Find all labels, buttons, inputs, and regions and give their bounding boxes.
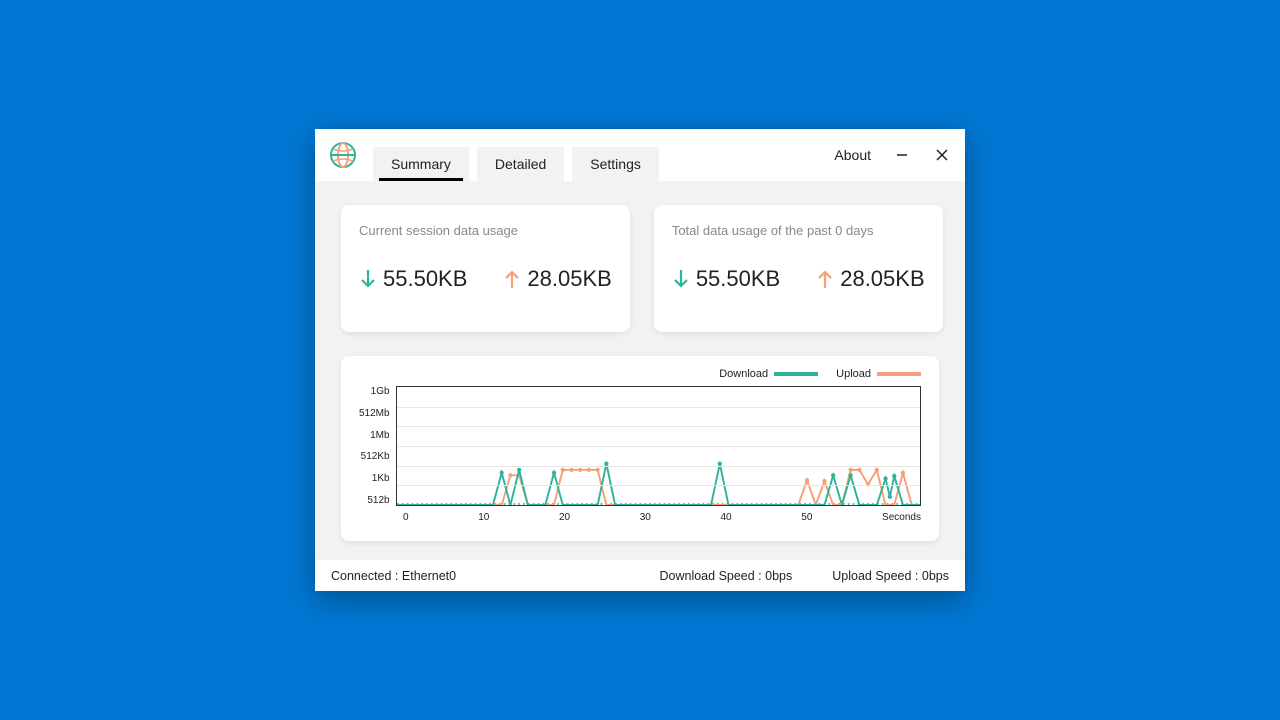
tab-settings[interactable]: Settings [572, 147, 659, 181]
upload-speed-status: Upload Speed : 0bps [832, 569, 949, 583]
session-download-stat: 55.50KB [359, 266, 467, 292]
chart-plot [396, 386, 921, 506]
legend-download-label: Download [719, 368, 768, 380]
session-card-title: Current session data usage [359, 223, 612, 238]
chart-y-axis: 1Gb 512Mb 1Mb 512Kb 1Kb 512b [359, 386, 396, 506]
app-logo-icon [327, 139, 359, 171]
total-upload-stat: 28.05KB [816, 266, 924, 292]
summary-cards: Current session data usage 55.50KB 28.05… [341, 205, 939, 332]
session-upload-stat: 28.05KB [503, 266, 611, 292]
total-card-title: Total data usage of the past 0 days [672, 223, 925, 238]
total-upload-value: 28.05KB [840, 266, 924, 292]
titlebar-controls: About [834, 146, 965, 164]
legend-download: Download [719, 368, 818, 380]
close-button[interactable] [933, 146, 951, 164]
y-tick-label: 512Mb [359, 408, 390, 419]
x-tick-label: 10 [478, 512, 489, 523]
x-tick-label: 50 [801, 512, 812, 523]
download-arrow-icon [672, 268, 690, 290]
total-download-stat: 55.50KB [672, 266, 780, 292]
session-download-value: 55.50KB [383, 266, 467, 292]
x-tick-label: 40 [721, 512, 732, 523]
content-area: Current session data usage 55.50KB 28.05… [315, 181, 965, 559]
total-card: Total data usage of the past 0 days 55.5… [654, 205, 943, 332]
about-link[interactable]: About [834, 147, 871, 163]
total-download-value: 55.50KB [696, 266, 780, 292]
x-tick-label: 30 [640, 512, 651, 523]
tab-summary[interactable]: Summary [373, 147, 469, 181]
minimize-button[interactable] [893, 146, 911, 164]
chart-x-axis: 0 10 20 30 40 50 Seconds [403, 512, 921, 523]
upload-arrow-icon [816, 268, 834, 290]
x-tick-label: 20 [559, 512, 570, 523]
app-window: Summary Detailed Settings About Current … [315, 129, 965, 591]
connection-status: Connected : Ethernet0 [331, 569, 456, 583]
session-upload-value: 28.05KB [527, 266, 611, 292]
titlebar: Summary Detailed Settings About [315, 129, 965, 181]
upload-arrow-icon [503, 268, 521, 290]
x-tick-label: 0 [403, 512, 409, 523]
legend-download-swatch [774, 372, 818, 376]
tab-bar: Summary Detailed Settings [373, 129, 659, 181]
y-tick-label: 1Mb [370, 430, 389, 441]
y-tick-label: 512b [367, 495, 389, 506]
x-axis-label: Seconds [882, 512, 921, 523]
session-card: Current session data usage 55.50KB 28.05… [341, 205, 630, 332]
y-tick-label: 512Kb [361, 451, 390, 462]
y-tick-label: 1Kb [372, 473, 390, 484]
legend-upload-label: Upload [836, 368, 871, 380]
download-speed-status: Download Speed : 0bps [660, 569, 793, 583]
legend-upload-swatch [877, 372, 921, 376]
legend-upload: Upload [836, 368, 921, 380]
tab-detailed[interactable]: Detailed [477, 147, 564, 181]
download-arrow-icon [359, 268, 377, 290]
y-tick-label: 1Gb [371, 386, 390, 397]
chart-card: Download Upload 1Gb512Mb1Mb512Kb1Kb512b … [341, 356, 939, 541]
chart-legend: Download Upload [359, 368, 921, 380]
status-bar: Connected : Ethernet0 Download Speed : 0… [315, 559, 965, 591]
